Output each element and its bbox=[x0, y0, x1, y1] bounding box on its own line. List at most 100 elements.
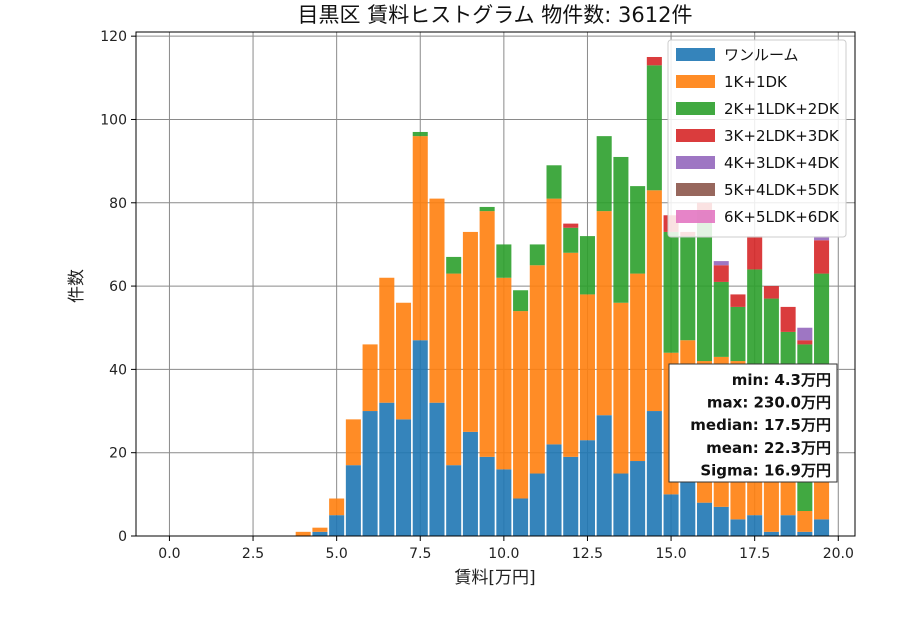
legend-label: 1K+1DK bbox=[724, 73, 788, 91]
bar-segment bbox=[563, 456, 579, 536]
bar-segment bbox=[546, 198, 562, 445]
bar-segment bbox=[446, 256, 462, 274]
bar-segment bbox=[696, 502, 713, 536]
x-tick-label: 10.0 bbox=[488, 546, 519, 562]
bar-segment bbox=[596, 415, 612, 536]
bar-segment bbox=[345, 465, 361, 536]
stats-line: Sigma: 16.9万円 bbox=[700, 461, 831, 479]
y-tick-label: 120 bbox=[100, 29, 127, 45]
bar-segment bbox=[496, 244, 512, 278]
bar-segment bbox=[579, 236, 595, 295]
legend: ワンルーム 1K+1DK 2K+1LDK+2DK 3K+2LDK+3DK 4K+3LDK… bbox=[667, 39, 847, 238]
bar-segment bbox=[412, 136, 428, 341]
bar-segment bbox=[613, 302, 629, 474]
stats-box: min: 4.3万円 max: 230.0万円 median: 17.5万円 mean… bbox=[668, 363, 838, 483]
bar-segment bbox=[312, 531, 328, 536]
legend-swatch bbox=[676, 75, 715, 88]
bar-segment bbox=[747, 236, 763, 270]
bar-segment bbox=[630, 186, 646, 274]
bar-segment bbox=[362, 344, 378, 412]
bar-segment bbox=[646, 65, 662, 191]
bar-segment bbox=[713, 506, 729, 536]
stats-line: min: 4.3万円 bbox=[732, 371, 831, 389]
x-axis-label: 賃料[万円] bbox=[454, 568, 535, 588]
bar-segment bbox=[446, 273, 462, 466]
bar-segment bbox=[747, 269, 763, 370]
bar-segment bbox=[412, 131, 428, 137]
x-tick-label: 12.5 bbox=[572, 546, 603, 562]
bar-segment bbox=[462, 431, 478, 536]
legend-swatch bbox=[676, 102, 715, 115]
x-tick-label: 2.5 bbox=[242, 546, 264, 562]
bar-segment bbox=[680, 236, 696, 341]
x-tick-label: 5.0 bbox=[326, 546, 348, 562]
bar-segment bbox=[763, 531, 779, 536]
bar-segment bbox=[713, 265, 729, 282]
bar-segment bbox=[814, 236, 830, 241]
bar-segment bbox=[814, 240, 830, 274]
bar-segment bbox=[780, 331, 796, 370]
bar-segment bbox=[630, 273, 646, 462]
bar-segment bbox=[763, 298, 779, 370]
bar-segment bbox=[646, 190, 662, 412]
bar-segment bbox=[563, 252, 579, 457]
bar-segment bbox=[345, 419, 361, 466]
legend-swatch bbox=[676, 48, 715, 61]
x-tick-label: 0.0 bbox=[158, 546, 180, 562]
bar-segment bbox=[295, 531, 311, 536]
bar-segment bbox=[579, 440, 595, 536]
chart-title: 目黒区 賃料ヒストグラム 物件数: 3612件 bbox=[298, 3, 693, 27]
bar-segment bbox=[713, 281, 729, 357]
bar-segment bbox=[329, 498, 345, 516]
bar-segment bbox=[780, 306, 796, 332]
bar-segment bbox=[797, 531, 813, 536]
legend-label: 2K+1LDK+2DK bbox=[724, 100, 840, 118]
bar-segment bbox=[797, 511, 813, 532]
bar-segment bbox=[797, 340, 813, 345]
x-tick-label: 7.5 bbox=[409, 546, 431, 562]
bar-segment bbox=[663, 494, 679, 536]
bar-segment bbox=[797, 327, 813, 341]
bar-segment bbox=[730, 294, 746, 307]
bar-segment bbox=[412, 340, 428, 536]
y-axis-label: 件数 bbox=[67, 269, 87, 303]
stats-line: mean: 22.3万円 bbox=[706, 439, 831, 457]
legend-swatch bbox=[676, 156, 715, 169]
bar-segment bbox=[763, 286, 779, 299]
bar-segment bbox=[446, 465, 462, 536]
bar-segment bbox=[312, 527, 328, 532]
legend-swatch bbox=[676, 210, 715, 223]
bar-segment bbox=[429, 198, 445, 403]
bar-segment bbox=[546, 165, 562, 199]
bar-segment bbox=[596, 211, 612, 416]
y-tick-label: 20 bbox=[109, 446, 127, 462]
bar-segment bbox=[479, 206, 495, 212]
plot-frame bbox=[135, 31, 856, 537]
bar-segment bbox=[563, 223, 579, 228]
bar-segment bbox=[379, 277, 395, 403]
bar-segment bbox=[529, 473, 545, 536]
bar-segment bbox=[513, 498, 529, 536]
bar-segment bbox=[362, 411, 378, 536]
x-tick-label: 17.5 bbox=[739, 546, 770, 562]
bar-segment bbox=[713, 261, 729, 266]
bar-segment bbox=[630, 461, 646, 536]
stats-frame bbox=[668, 363, 838, 483]
bar-segment bbox=[546, 444, 562, 536]
bar-segment bbox=[496, 277, 512, 470]
bar-segment bbox=[696, 211, 713, 362]
bar-segment bbox=[579, 294, 595, 441]
bar-segment bbox=[513, 290, 529, 312]
legend-label: 3K+2LDK+3DK bbox=[724, 127, 840, 145]
legend-label: ワンルーム bbox=[724, 46, 799, 64]
bar-segment bbox=[613, 473, 629, 536]
x-tick-label: 20.0 bbox=[823, 546, 854, 562]
bar-segment bbox=[730, 519, 746, 536]
bar-segment bbox=[680, 473, 696, 536]
bar-segment bbox=[479, 456, 495, 536]
bar-segment bbox=[429, 402, 445, 536]
stats-line: max: 230.0万円 bbox=[707, 394, 831, 412]
bar-segment bbox=[379, 402, 395, 536]
bar-segment bbox=[730, 306, 746, 362]
